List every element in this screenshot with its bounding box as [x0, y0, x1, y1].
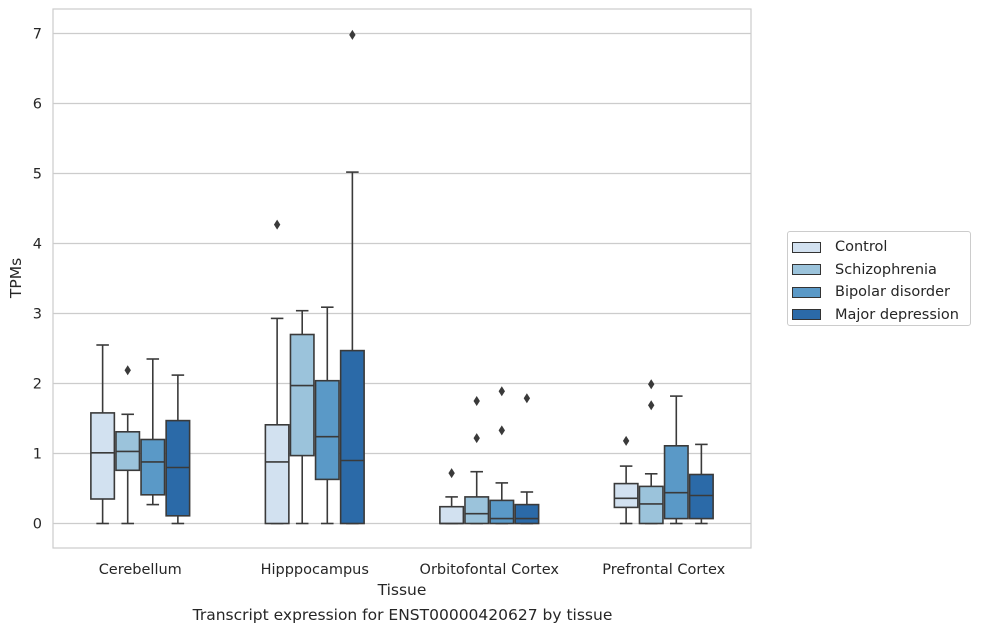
legend-swatch: [792, 309, 821, 321]
legend-label: Major depression: [835, 306, 959, 323]
box-groups: [90, 29, 714, 525]
box-iqr: [314, 379, 340, 481]
box-bipolar-disorder: [489, 386, 515, 525]
box-control: [613, 435, 639, 525]
box-iqr: [663, 444, 689, 520]
box-iqr: [688, 473, 714, 520]
x-tick-label: Hipppocampus: [261, 562, 369, 578]
box-schizophrenia: [115, 365, 141, 525]
box-control: [439, 468, 465, 525]
box-iqr: [514, 503, 540, 525]
box-control: [264, 219, 290, 525]
outlier-point: [473, 396, 480, 406]
outlier-point: [124, 365, 131, 376]
chart-caption: Transcript expression for ENST0000042062…: [192, 606, 613, 624]
box-iqr: [439, 505, 465, 525]
box-iqr: [289, 333, 315, 457]
legend-label: Schizophrenia: [835, 261, 937, 278]
y-tick-label: 7: [33, 27, 42, 43]
legend-swatch: [792, 286, 821, 298]
y-tick-label: 5: [33, 167, 42, 183]
x-tick-label: Prefrontal Cortex: [602, 562, 725, 578]
box-major-depression: [165, 374, 191, 525]
legend-item: Control: [792, 236, 970, 259]
y-tick-labels: 0 1 2 3 4 5 6 7: [33, 27, 42, 533]
legend: Control Schizophrenia Bipolar disorder Majo…: [787, 231, 971, 326]
box-schizophrenia: [289, 309, 315, 525]
legend-swatch: [792, 241, 821, 253]
legend-label: Control: [835, 239, 888, 256]
outlier-point: [648, 379, 655, 390]
box-bipolar-disorder: [140, 358, 166, 506]
y-tick-label: 0: [33, 517, 42, 533]
box-iqr: [613, 482, 639, 509]
legend-item: Schizophrenia: [792, 259, 970, 282]
legend-label: Bipolar disorder: [835, 284, 950, 301]
box-iqr: [140, 438, 166, 496]
x-tick-labels: Cerebellum Hipppocampus Orbitofontal Corte…: [99, 562, 726, 578]
box-major-depression: [688, 443, 714, 525]
y-tick-label: 1: [33, 447, 42, 463]
box-iqr: [464, 496, 490, 525]
outlier-point: [349, 29, 356, 40]
outlier-point: [498, 386, 505, 397]
outlier-point: [473, 433, 480, 444]
box-iqr: [638, 485, 664, 525]
plot-area-frame: [52, 8, 752, 549]
x-tick-label: Orbitofontal Cortex: [420, 562, 560, 578]
x-axis-label: Tissue: [377, 581, 427, 599]
outlier-point: [523, 393, 531, 404]
legend-item: Major depression: [792, 304, 970, 327]
y-tick-label: 4: [33, 237, 42, 253]
box-iqr: [489, 499, 515, 525]
box-iqr: [90, 412, 116, 500]
box-bipolar-disorder: [663, 395, 689, 525]
legend-swatch: [792, 264, 821, 276]
box-iqr: [339, 349, 365, 525]
outlier-point: [648, 400, 655, 411]
x-tick-label: Cerebellum: [99, 562, 182, 578]
outlier-point: [498, 425, 505, 436]
y-axis-label: TPMs: [7, 258, 25, 299]
y-tick-label: 3: [33, 307, 42, 323]
box-iqr: [264, 423, 290, 525]
box-schizophrenia: [638, 379, 664, 525]
y-tick-label: 6: [33, 97, 42, 113]
y-tick-label: 2: [33, 377, 42, 393]
box-major-depression: [339, 29, 365, 525]
box-control: [90, 344, 116, 525]
box-schizophrenia: [464, 396, 490, 525]
outlier-point: [622, 435, 630, 446]
box-major-depression: [514, 393, 540, 525]
outlier-point: [448, 468, 455, 479]
legend-item: Bipolar disorder: [792, 281, 970, 304]
box-bipolar-disorder: [314, 306, 340, 525]
outlier-point: [273, 219, 281, 230]
